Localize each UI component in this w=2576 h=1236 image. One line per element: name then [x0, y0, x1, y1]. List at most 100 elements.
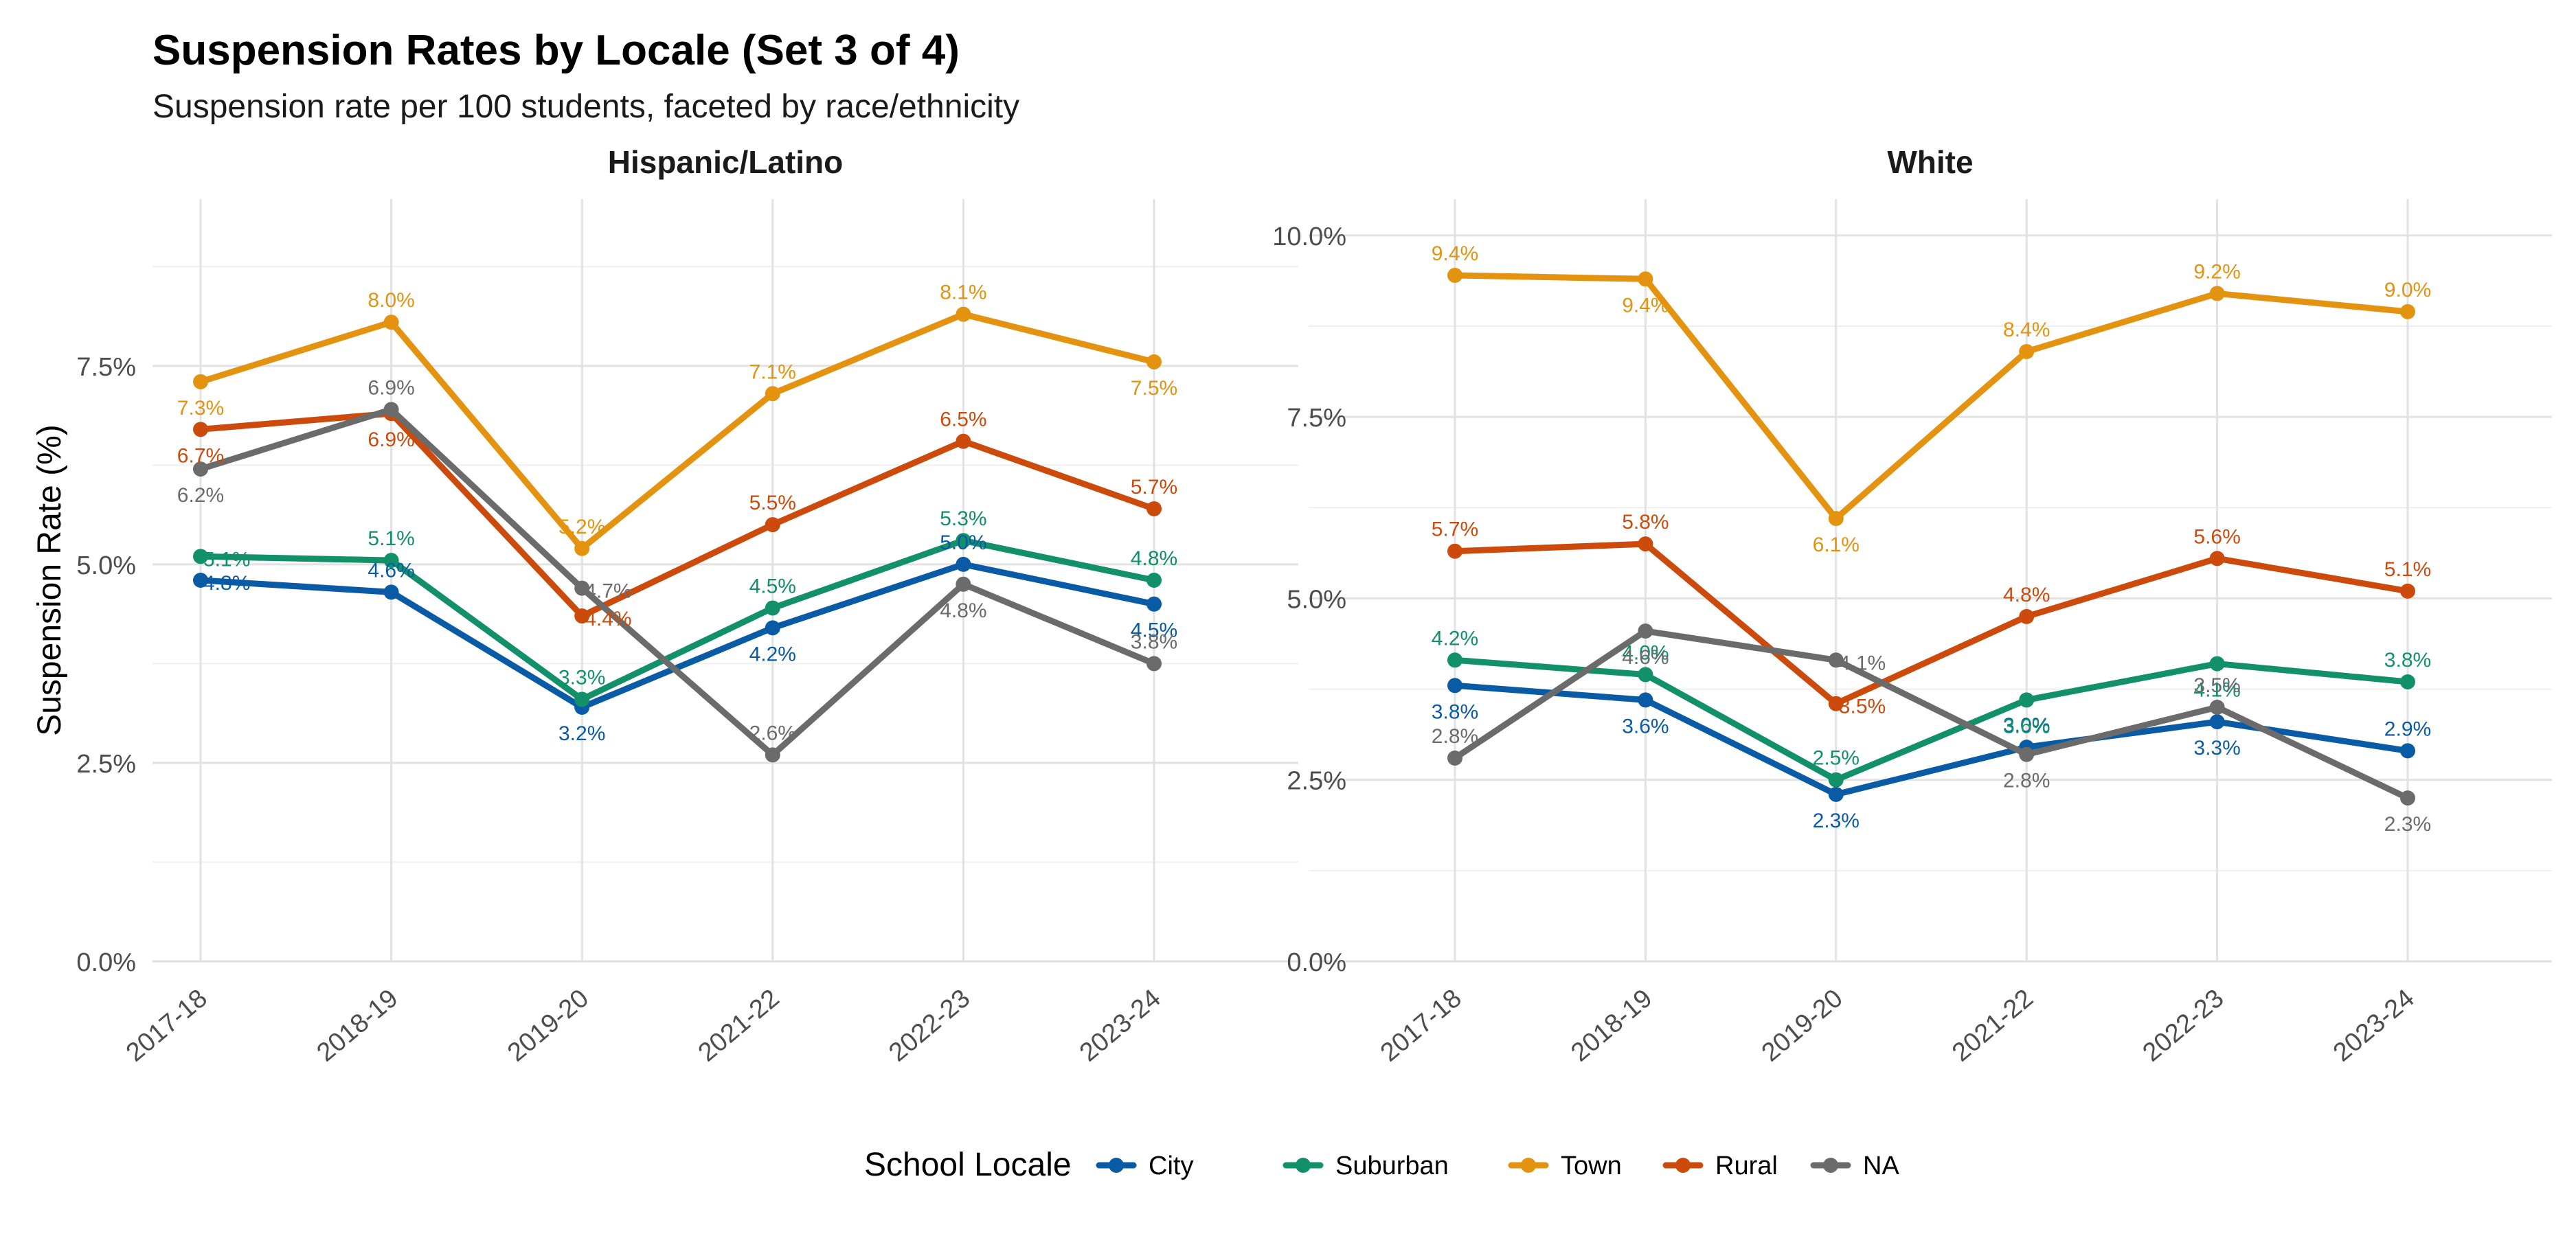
data-point	[2400, 790, 2415, 806]
data-point	[956, 433, 971, 449]
legend-key-point	[1521, 1158, 1536, 1173]
data-label: 2.3%	[1813, 810, 1860, 832]
legend-item-suburban: Suburban	[1283, 1152, 1449, 1180]
data-point	[574, 608, 590, 624]
data-point	[383, 553, 399, 569]
data-label: 4.7%	[585, 580, 631, 603]
x-tick-label: 2018-19	[312, 984, 404, 1068]
legend-label: Suburban	[1335, 1152, 1449, 1180]
data-label: 9.2%	[2193, 260, 2240, 283]
data-point	[193, 573, 208, 588]
series-line	[1451, 682, 2411, 798]
data-point	[193, 422, 208, 437]
data-point	[2019, 344, 2035, 359]
x-tick-label: 2019-20	[502, 984, 594, 1068]
data-label: 2.6%	[749, 722, 796, 744]
data-point	[2019, 746, 2035, 762]
data-label: 2.8%	[1432, 725, 1478, 748]
series-line	[197, 410, 1157, 619]
data-point	[2400, 304, 2415, 319]
data-label: 4.4%	[585, 608, 631, 630]
legend-key-point	[1675, 1158, 1691, 1173]
data-point	[1447, 543, 1462, 559]
data-point	[574, 580, 590, 596]
data-point	[765, 517, 780, 533]
legend-item-town: Town	[1508, 1152, 1622, 1180]
x-tick-label: 2019-20	[1756, 984, 1849, 1068]
data-label: 5.6%	[2193, 525, 2240, 548]
data-label: 3.2%	[558, 722, 605, 745]
series-line	[197, 561, 1157, 711]
data-label: 7.5%	[1131, 377, 1177, 400]
data-point	[1146, 656, 1162, 672]
data-point	[2209, 700, 2225, 715]
data-point	[765, 386, 780, 402]
data-label: 4.8%	[2003, 584, 2050, 606]
y-tick-label: 7.5%	[1287, 404, 1346, 433]
data-label: 6.2%	[177, 484, 224, 507]
data-point	[765, 600, 780, 616]
data-point	[2400, 743, 2415, 759]
data-point	[2019, 608, 2035, 624]
series-suburban	[193, 533, 1162, 707]
data-label: 6.9%	[368, 428, 414, 451]
data-point	[1638, 667, 1653, 683]
y-tick-label: 10.0%	[1272, 222, 1346, 251]
data-label: 3.5%	[2193, 674, 2240, 697]
data-point	[383, 314, 399, 330]
data-label: 3.3%	[558, 666, 605, 689]
x-tick-label: 2023-24	[2328, 984, 2420, 1068]
data-point	[1828, 511, 1844, 527]
data-point	[956, 306, 971, 322]
legend-item-na: NA	[1810, 1152, 1899, 1180]
series-line	[1451, 656, 2411, 783]
data-label: 5.7%	[1432, 518, 1478, 541]
data-label: 3.6%	[1622, 715, 1669, 737]
data-point	[1638, 271, 1653, 287]
data-point	[193, 374, 208, 389]
data-point	[956, 533, 971, 549]
data-label: 5.8%	[1622, 511, 1669, 534]
x-tick-label: 2021-22	[1947, 984, 2039, 1068]
legend-key-point	[1296, 1158, 1311, 1173]
y-tick-label: 7.5%	[76, 353, 136, 382]
x-tick-label: 2023-24	[1074, 984, 1166, 1068]
data-label: 6.5%	[940, 409, 986, 431]
legend: School Locale City Suburban Town Rural NA	[864, 1147, 1899, 1183]
data-point	[1447, 652, 1462, 668]
data-point	[1828, 652, 1844, 668]
data-point	[1447, 751, 1462, 766]
x-tick-label: 2017-18	[121, 984, 213, 1068]
data-label: 3.6%	[2003, 715, 2050, 737]
data-point	[383, 584, 399, 600]
y-tick-label: 2.5%	[1287, 767, 1346, 796]
y-axis-label: Suspension Rate (%)	[32, 424, 68, 736]
data-point	[1447, 268, 1462, 283]
data-label: 4.8%	[1131, 547, 1177, 570]
legend-item-city: City	[1096, 1152, 1193, 1180]
series-line	[197, 311, 1157, 552]
series-town	[1447, 268, 2415, 527]
series-rural	[1447, 536, 2415, 711]
data-label: 8.1%	[940, 282, 986, 304]
data-label: 5.0%	[940, 531, 986, 554]
legend-key-point	[1109, 1158, 1124, 1173]
data-label: 4.6%	[368, 559, 414, 582]
data-point	[2209, 551, 2225, 566]
data-label: 4.1%	[1839, 652, 1886, 674]
data-point	[2209, 286, 2225, 301]
series-line	[1451, 628, 2411, 801]
data-label: 9.0%	[2384, 279, 2431, 301]
series-line	[1451, 540, 2411, 707]
data-label: 5.7%	[1131, 476, 1177, 499]
legend-label: City	[1149, 1152, 1193, 1180]
data-label: 3.8%	[1131, 630, 1177, 653]
data-point	[1447, 678, 1462, 694]
data-point	[1638, 536, 1653, 552]
data-point	[1146, 573, 1162, 588]
data-point	[574, 691, 590, 707]
data-label: 5.1%	[203, 548, 250, 571]
legend-label: NA	[1863, 1152, 1899, 1180]
